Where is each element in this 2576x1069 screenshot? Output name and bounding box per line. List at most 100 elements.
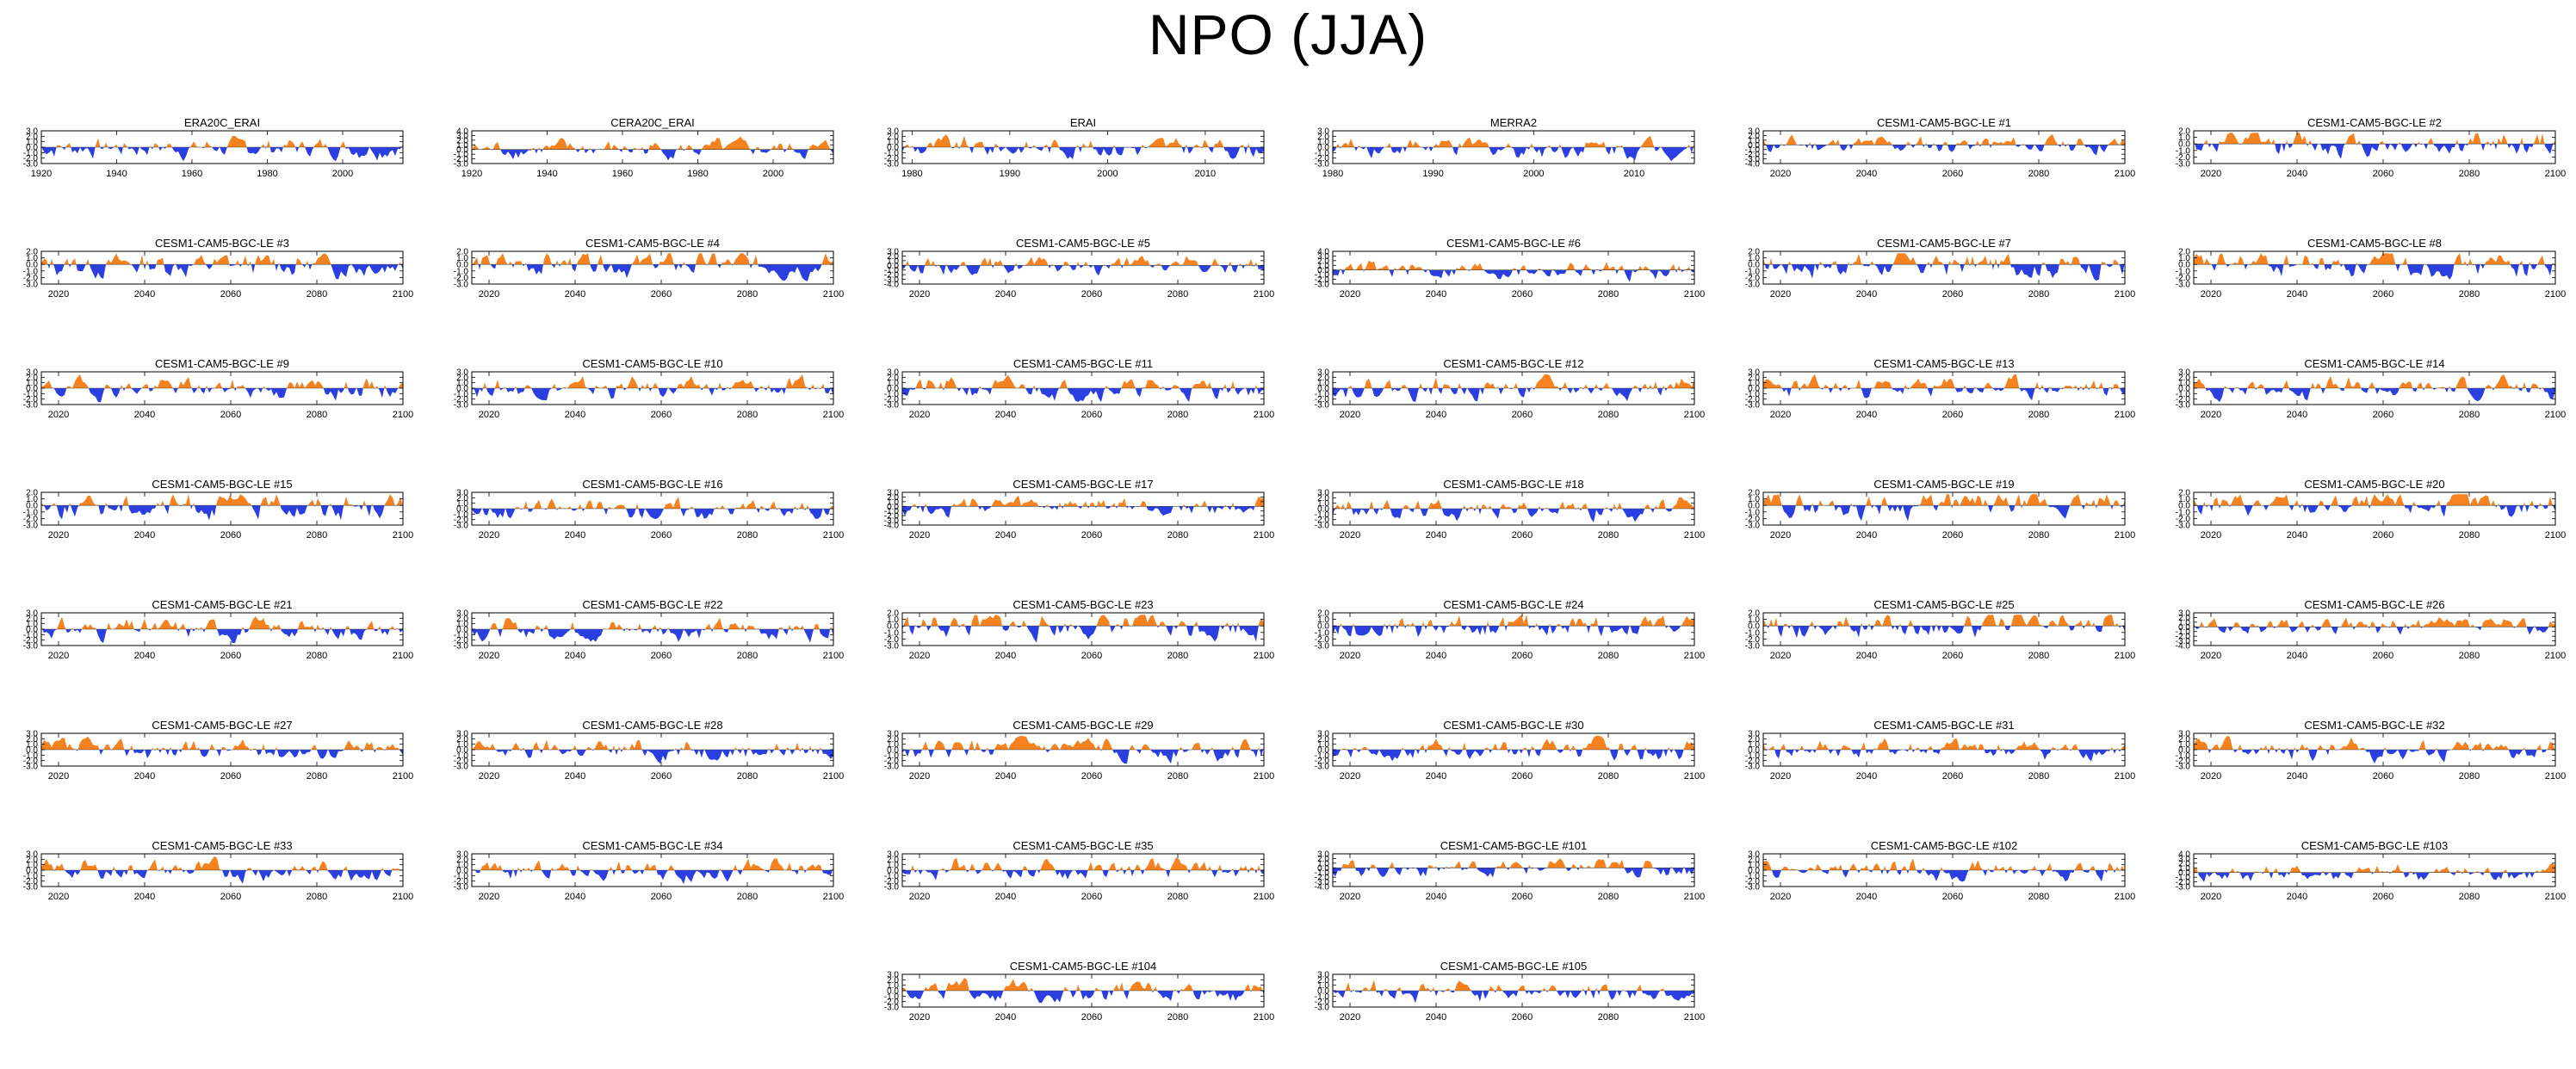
x-tick-label: 2060: [1512, 410, 1533, 420]
negative-anomaly-area: [41, 870, 403, 884]
x-tick-label: 2080: [1167, 410, 1188, 420]
panel-title: CESM1-CAM5-BGC-LE #8: [2307, 237, 2442, 250]
y-tick-label: -2.0: [884, 395, 900, 405]
positive-anomaly-area: [472, 858, 833, 870]
y-tick-label: 1.0: [1317, 740, 1329, 750]
y-tick-label: -2.0: [23, 274, 39, 283]
y-tick-label: -3.0: [454, 763, 469, 772]
x-tick-label: 1980: [687, 169, 708, 179]
x-tick-label: 2020: [479, 771, 499, 782]
y-tick-label: -1.0: [1745, 751, 1761, 761]
panel-29: CESM1-CAM5-BGC-LE #25 2.01.00.0-1.0-2.0-3…: [1745, 598, 2135, 661]
x-tick-label: 2100: [2545, 169, 2566, 179]
panel-16: CESM1-CAM5-BGC-LE #12 3.02.01.00.0-1.0-2.…: [1315, 357, 1705, 420]
y-tick-label: -1.0: [884, 390, 900, 399]
y-tick-label: 0.0: [26, 385, 38, 394]
x-tick-label: 2060: [1942, 410, 1963, 420]
y-tick-label: -3.0: [454, 401, 469, 411]
negative-anomaly-area: [2194, 144, 2555, 159]
x-tick-label: 2080: [1598, 530, 1619, 541]
x-tick-label: 2080: [2459, 892, 2480, 902]
x-tick-label: 2100: [2545, 771, 2566, 782]
y-tick-label: 1.0: [1317, 262, 1329, 271]
x-tick-label: 2080: [1598, 1012, 1619, 1023]
panel-34: CESM1-CAM5-BGC-LE #30 3.02.01.00.0-1.0-2.…: [1315, 719, 1705, 782]
negative-anomaly-area: [41, 147, 403, 162]
panel-11: CESM1-CAM5-BGC-LE #7 2.01.00.0-1.0-2.0-3.…: [1745, 237, 2135, 300]
y-tick-label: -1.0: [1315, 751, 1330, 761]
plot-frame: [1332, 853, 1695, 887]
y-tick-label: 0.0: [1317, 864, 1329, 874]
y-tick-label: 0.0: [2178, 261, 2190, 270]
y-tick-label: -3.0: [884, 642, 900, 652]
x-tick-label: 2080: [307, 651, 327, 661]
x-tick-label: 2100: [1684, 289, 1705, 300]
y-tick-label: 4.0: [2178, 850, 2190, 860]
plot-frame: [2193, 612, 2556, 646]
plot-frame: [1762, 250, 2126, 285]
y-tick-label: 0.0: [887, 262, 899, 271]
y-tick-label: -3.0: [1745, 155, 1761, 164]
x-tick-label: 2080: [307, 771, 327, 782]
y-tick-label: -3.0: [23, 522, 39, 531]
x-tick-label: 2080: [737, 530, 758, 541]
panel-title: CESM1-CAM5-BGC-LE #32: [2304, 719, 2444, 732]
x-tick-label: 2100: [823, 289, 844, 300]
y-tick-label: 2.0: [887, 493, 899, 503]
negative-anomaly-area: [1763, 145, 2125, 156]
panel-title: CESM1-CAM5-BGC-LE #103: [2301, 839, 2449, 852]
x-tick-label: 2060: [1942, 289, 1963, 300]
y-tick-label: -1.0: [1315, 271, 1330, 281]
y-tick-label: 3.0: [456, 132, 468, 141]
y-tick-label: 0.0: [2178, 868, 2190, 878]
y-tick-label: -2.0: [884, 635, 900, 645]
positive-anomaly-area: [1333, 735, 1694, 750]
x-tick-label: 2100: [2545, 530, 2566, 541]
y-tick-label: -2.0: [1315, 757, 1330, 766]
x-tick-label: 2060: [2373, 169, 2393, 179]
x-tick-label: 2100: [1254, 289, 1274, 300]
y-tick-label: 2.0: [2178, 735, 2190, 745]
panel-36: CESM1-CAM5-BGC-LE #32 3.02.01.00.0-1.0-2.…: [2176, 719, 2566, 782]
y-tick-label: 0.0: [26, 867, 38, 876]
y-tick-label: 1.0: [887, 256, 899, 266]
y-tick-label: -1.0: [1745, 390, 1761, 399]
x-tick-label: 2080: [1167, 1012, 1188, 1023]
y-tick-label: 0.0: [887, 622, 899, 632]
x-tick-label: 2040: [565, 892, 585, 902]
y-tick-label: -1.0: [454, 510, 469, 520]
y-tick-label: -3.0: [1745, 763, 1761, 772]
x-tick-label: 2020: [1770, 771, 1791, 782]
y-tick-label: 0.0: [1317, 505, 1329, 515]
x-tick-label: 2020: [909, 771, 930, 782]
y-tick-label: 3.0: [887, 248, 899, 257]
y-tick-label: -2.0: [1315, 275, 1330, 285]
x-tick-label: 2080: [2028, 410, 2049, 420]
panel-44: CESM1-CAM5-BGC-LE #105 3.02.01.00.0-1.0-2…: [1315, 960, 1705, 1023]
panel-title: CESM1-CAM5-BGC-LE #11: [1013, 357, 1153, 370]
negative-anomaly-area: [47, 264, 403, 280]
y-tick-label: 2.0: [2178, 489, 2190, 498]
y-tick-label: -3.0: [1315, 401, 1330, 411]
panel-15: CESM1-CAM5-BGC-LE #11 3.02.01.00.0-1.0-2.…: [884, 357, 1274, 420]
x-tick-label: 2100: [393, 651, 413, 661]
panel-title: CESM1-CAM5-BGC-LE #6: [1446, 237, 1581, 250]
y-tick-label: 0.0: [1317, 622, 1329, 632]
positive-anomaly-area: [1341, 858, 1685, 868]
panel-26: CESM1-CAM5-BGC-LE #22 3.02.01.00.0-1.0-2.…: [454, 598, 844, 661]
y-tick-label: 2.0: [456, 374, 468, 383]
y-tick-label: 1.0: [456, 379, 468, 388]
panel-10: CESM1-CAM5-BGC-LE #6 4.03.02.01.00.0-1.0-…: [1315, 237, 1705, 300]
y-tick-label: -1.0: [23, 751, 39, 761]
x-tick-label: 2060: [1512, 289, 1533, 300]
x-tick-label: 2060: [1081, 651, 1102, 661]
x-tick-label: 2040: [1856, 892, 1877, 902]
plot-frame: [2193, 130, 2556, 164]
positive-anomaly-area: [902, 134, 1264, 147]
x-tick-label: 2060: [1942, 892, 1963, 902]
plot-frame: [1332, 612, 1695, 646]
y-tick-label: 0.0: [1317, 987, 1329, 997]
y-tick-label: -3.0: [1315, 281, 1330, 290]
negative-anomaly-area: [43, 505, 403, 521]
panel-title: CESM1-CAM5-BGC-LE #25: [1873, 598, 2014, 611]
